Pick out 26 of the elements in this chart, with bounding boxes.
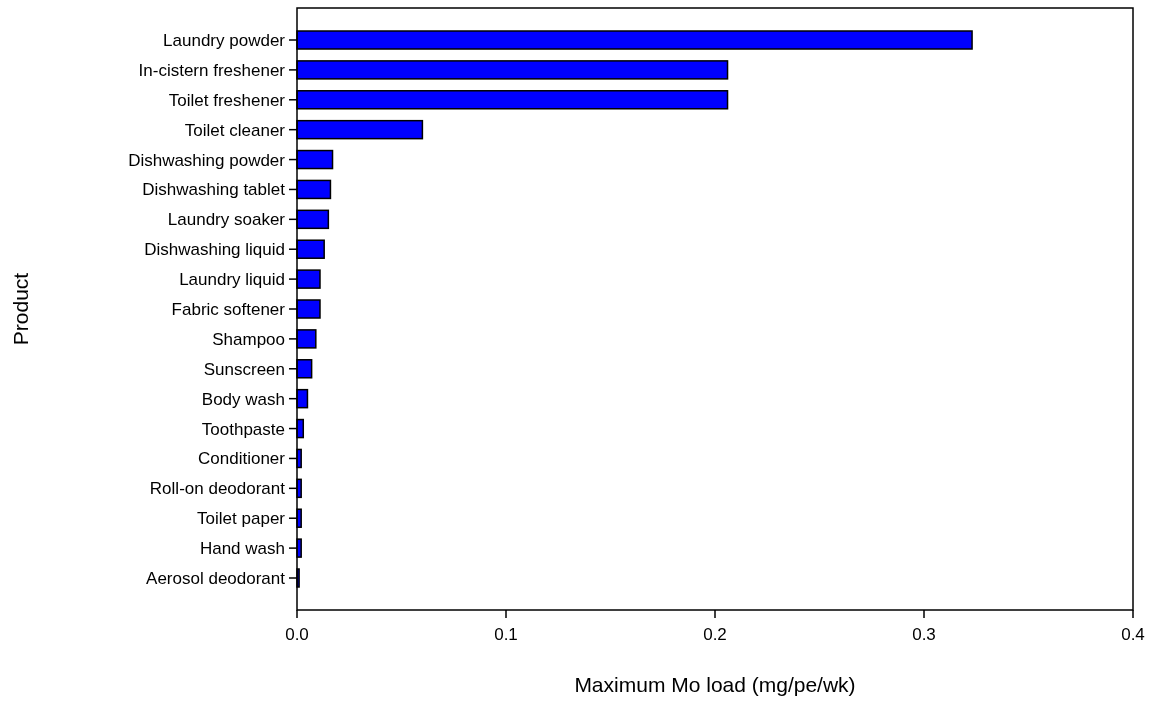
- y-tick-label: Laundry liquid: [179, 270, 285, 290]
- x-axis-title: Maximum Mo load (mg/pe/wk): [574, 673, 856, 696]
- y-tick-label: Dishwashing tablet: [142, 180, 286, 200]
- x-tick-label: 0.2: [703, 625, 727, 644]
- y-tick-label: Conditioner: [198, 449, 286, 469]
- y-tick-label: Fabric softener: [171, 300, 286, 319]
- x-tick-label: 0.3: [912, 625, 936, 644]
- x-tick-label: 0.4: [1121, 625, 1145, 644]
- y-tick-label: Hand wash: [199, 539, 285, 559]
- y-tick-label: Toilet cleaner: [184, 120, 286, 140]
- y-tick-label: Body wash: [201, 389, 285, 409]
- y-tick-label: Aerosol deodorant: [146, 569, 286, 588]
- y-axis-title: Product: [9, 272, 32, 346]
- y-tick-label: Dishwashing liquid: [144, 240, 285, 260]
- y-tick-label: Roll-on deodorant: [149, 479, 286, 499]
- y-tick-label: Laundry powder: [163, 31, 286, 50]
- y-tick-label: Sunscreen: [203, 359, 285, 379]
- y-tick-label: Laundry soaker: [167, 210, 286, 230]
- y-tick-label: Toilet paper: [197, 509, 286, 529]
- y-tick-label: Dishwashing powder: [128, 150, 286, 170]
- y-tick-label: In-cistern freshener: [138, 60, 286, 80]
- x-tick-label: 0.0: [285, 625, 309, 644]
- y-tick-label: Toothpaste: [201, 419, 285, 439]
- y-tick-label: Shampoo: [212, 329, 285, 349]
- x-tick-label: 0.1: [494, 625, 518, 644]
- y-tick-label: Toilet freshener: [168, 90, 286, 110]
